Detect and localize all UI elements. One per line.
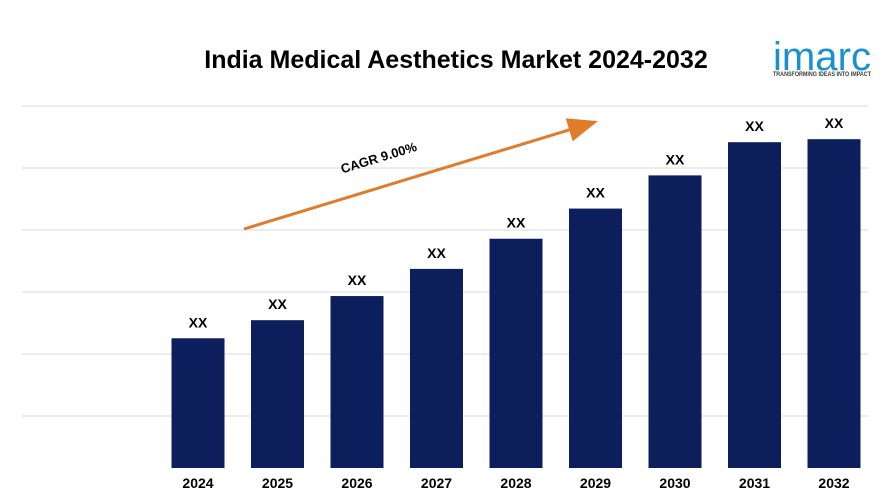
logo-word: imarc [773,35,871,79]
data-label-2029: XX [586,185,605,201]
data-label-2024: XX [189,314,208,330]
data-label-2032: XX [825,115,844,131]
cagr-label: CAGR 9.00% [339,139,419,176]
x-tick-2032: 2032 [818,475,849,491]
x-tick-2026: 2026 [341,475,372,491]
bar-2031 [728,142,781,468]
bar-2032 [807,139,861,468]
x-tick-2025: 2025 [262,475,293,491]
data-label-2030: XX [666,151,685,167]
x-tick-labels: 2024 2025 2026 2027 2028 2029 2030 2031 2032 [182,475,849,491]
bar-2030 [648,175,702,468]
data-label-2026: XX [348,272,367,288]
imarc-logo: imarc TRANSFORMING IDEAS INTO IMPACT [773,35,871,79]
bar-2026 [330,296,384,468]
x-tick-2030: 2030 [659,475,690,491]
bars [171,139,861,469]
data-label-2028: XX [507,215,526,231]
logo-tagline: TRANSFORMING IDEAS INTO IMPACT [773,72,871,78]
bar-2024 [171,338,225,468]
bar-2029 [569,208,622,469]
chart-title: India Medical Aesthetics Market 2024-203… [204,46,707,74]
x-tick-2027: 2027 [421,475,452,491]
bar-2027 [410,268,463,468]
x-tick-2029: 2029 [580,475,611,491]
data-label-2031: XX [745,118,764,134]
bar-2028 [489,238,543,468]
x-tick-2028: 2028 [500,475,531,491]
x-tick-2024: 2024 [182,475,213,491]
x-tick-2031: 2031 [739,475,770,491]
data-labels: XX XX XX XX XX XX XX XX XX [189,115,844,330]
data-label-2025: XX [268,296,287,312]
bar-2025 [251,320,304,468]
data-label-2027: XX [427,245,446,261]
cagr-arrow [243,118,598,231]
